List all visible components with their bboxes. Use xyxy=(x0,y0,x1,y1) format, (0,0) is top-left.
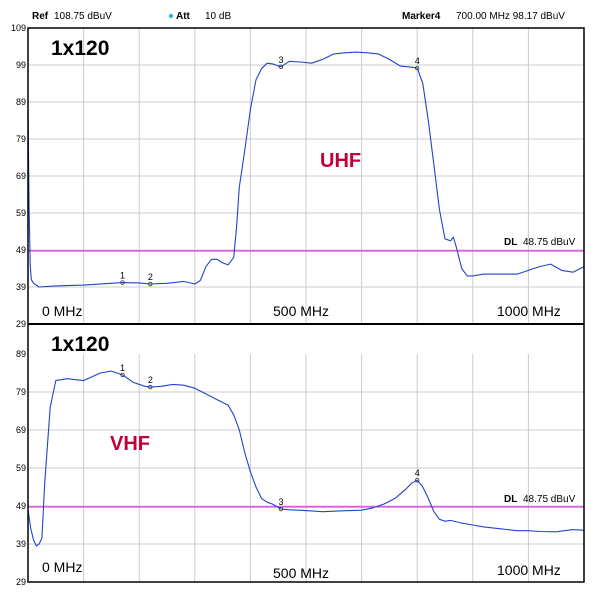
ref-value: 108.75 dBuV xyxy=(54,11,112,22)
vhf-y-tick-label: 89 xyxy=(16,349,26,359)
vhf-x-label-0: 0 MHz xyxy=(42,559,82,575)
uhf-marker-4-point xyxy=(415,65,420,71)
uhf-marker-3-label: 3 xyxy=(278,55,283,65)
vhf-marker-2-point xyxy=(148,384,153,390)
uhf-y-tick-label: 59 xyxy=(16,208,26,218)
uhf-marker-3-point xyxy=(278,64,284,70)
vhf-marker-2-label: 2 xyxy=(148,375,153,385)
vhf-y-tick-label: 49 xyxy=(16,501,26,511)
uhf-y-tick-label: 89 xyxy=(16,97,26,107)
uhf-y-tick-label: 49 xyxy=(16,245,26,255)
vhf-y-tick-label: 29 xyxy=(16,577,26,587)
uhf-y-tick-label: 109 xyxy=(11,23,26,33)
uhf-dl-label: DL xyxy=(504,237,517,248)
vhf-y-tick-label: 39 xyxy=(16,539,26,549)
vhf-dl-value: 48.75 dBuV xyxy=(523,494,576,505)
vhf-x-label-1000: 1000 MHz xyxy=(497,562,561,578)
vhf-y-tick-label: 69 xyxy=(16,425,26,435)
vhf-y-ticks: 89 79 69 59 49 39 29 xyxy=(16,349,26,587)
vhf-panel-label: 1x120 xyxy=(51,333,109,356)
vhf-markers: 1 2 3 4 xyxy=(120,363,420,512)
vhf-panel: 89 79 69 59 49 39 29 1 2 3 4 1x120 VHF DL 48.75 d… xyxy=(16,333,585,587)
uhf-y-tick-label: 29 xyxy=(16,319,26,329)
vhf-trace-line xyxy=(27,370,585,547)
vhf-marker-4-point xyxy=(415,477,420,483)
uhf-band-label: UHF xyxy=(320,150,361,172)
vhf-y-tick-label: 59 xyxy=(16,463,26,473)
uhf-display-line-label: DL 48.75 dBuV xyxy=(504,237,576,248)
vhf-y-tick-label: 79 xyxy=(16,387,26,397)
uhf-trace-line xyxy=(27,51,585,288)
vhf-marker-4-label: 4 xyxy=(415,468,420,478)
uhf-y-ticks: 109 99 89 79 69 59 49 39 29 xyxy=(11,23,26,329)
att-dot-icon xyxy=(168,13,174,19)
uhf-grid xyxy=(28,28,584,324)
uhf-y-tick-label: 39 xyxy=(16,282,26,292)
att-label: Att xyxy=(176,11,191,22)
plot-frame xyxy=(27,27,585,583)
uhf-marker-1-label: 1 xyxy=(120,271,125,281)
vhf-display-line-label: DL 48.75 dBuV xyxy=(504,494,576,505)
uhf-x-label-500: 500 MHz xyxy=(273,303,329,319)
uhf-y-tick-label: 79 xyxy=(16,134,26,144)
vhf-dl-label: DL xyxy=(504,494,517,505)
att-value: 10 dB xyxy=(205,11,231,22)
ref-label: Ref xyxy=(32,11,49,22)
vhf-marker-1-label: 1 xyxy=(120,363,125,373)
uhf-x-label-0: 0 MHz xyxy=(42,303,82,319)
vhf-band-label: VHF xyxy=(110,433,150,455)
marker-value: 700.00 MHz 98.17 dBuV xyxy=(456,11,565,22)
uhf-markers: 1 2 3 4 xyxy=(120,55,420,287)
uhf-dl-value: 48.75 dBuV xyxy=(523,237,576,248)
uhf-marker-4-label: 4 xyxy=(415,56,420,66)
vhf-x-label-500: 500 MHz xyxy=(273,565,329,581)
vhf-marker-1-point xyxy=(120,372,125,378)
vhf-marker-3-label: 3 xyxy=(278,497,283,507)
uhf-marker-2-label: 2 xyxy=(148,272,153,282)
uhf-y-tick-label: 99 xyxy=(16,60,26,70)
uhf-y-tick-label: 69 xyxy=(16,171,26,181)
header-bar: Ref 108.75 dBuV Att 10 dB Marker4 700.00… xyxy=(32,11,565,22)
uhf-marker-1-point xyxy=(120,280,125,285)
uhf-trace xyxy=(27,51,585,288)
vhf-trace xyxy=(27,370,585,547)
uhf-marker-2-point xyxy=(148,281,153,287)
vhf-grid xyxy=(28,354,584,582)
vhf-marker-3-point xyxy=(278,506,284,512)
uhf-panel-label: 1x120 xyxy=(51,37,109,60)
uhf-panel: 109 99 89 79 69 59 49 39 29 1 2 3 4 1x120 UHF DL 48… xyxy=(11,23,585,329)
uhf-x-label-1000: 1000 MHz xyxy=(497,303,561,319)
marker-label: Marker4 xyxy=(402,11,441,22)
